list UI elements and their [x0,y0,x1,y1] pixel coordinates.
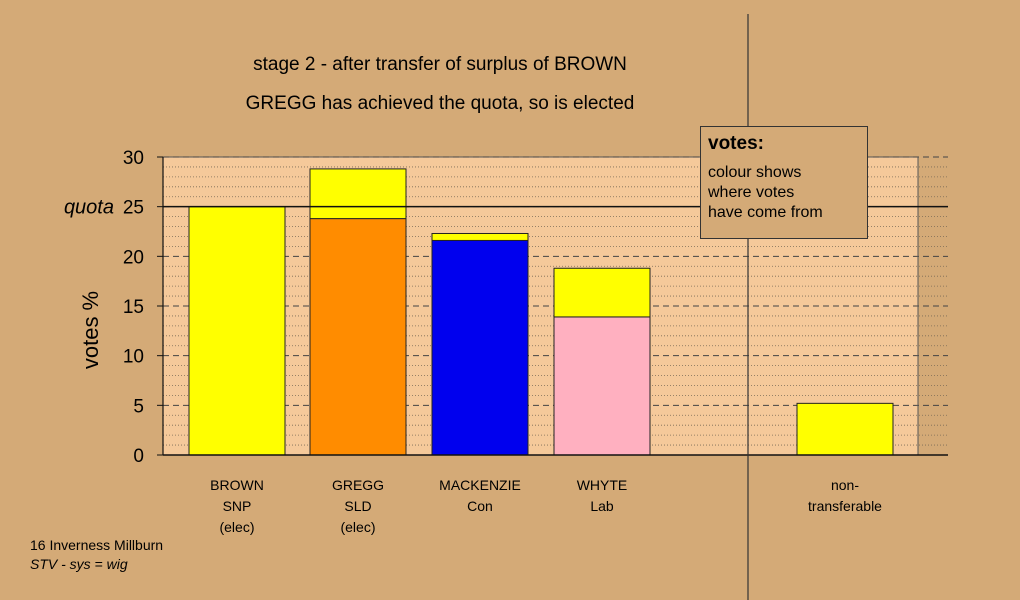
chart-subtitle: GREGG has achieved the quota, so is elec… [245,93,635,114]
bar-segment [188,206,286,456]
legend-heading: votes: [708,133,764,154]
category-label: SLD [344,498,371,514]
category-label: BROWN [210,477,264,493]
category-label: transferable [808,498,882,514]
y-tick-label: 25 [123,198,144,219]
bar-segment [309,168,407,220]
y-tick-label: 15 [123,297,144,318]
category-label: non- [831,477,859,493]
bar-segment [431,239,529,456]
system-label: STV - sys = wig [30,556,128,572]
legend-box: votes: colour shows where votes have com… [700,126,868,239]
legend-line-2: where votes [708,184,795,201]
quota-label: quota [64,197,114,219]
legend-line-3: have come from [708,204,823,221]
constituency-label: 16 Inverness Millburn [30,537,164,553]
category-label: (elec) [219,519,254,535]
y-tick-label: 20 [123,247,144,268]
chart-title: stage 2 - after transfer of surplus of B… [253,54,627,75]
bar-segment [309,218,407,456]
y-tick-label: 5 [133,396,144,417]
bar-segment [553,316,651,456]
category-label: MACKENZIE [439,477,521,493]
legend-line-1: colour shows [708,164,802,181]
category-label: SNP [223,498,252,514]
bar-segment [796,402,894,456]
bar-segment [431,232,529,241]
category-label: Lab [590,498,614,514]
category-label: (elec) [340,519,375,535]
y-tick-label: 10 [123,347,144,368]
category-label: Con [467,498,493,514]
category-label: WHYTE [577,477,628,493]
y-axis-label: votes % [78,291,103,369]
y-tick-label: 0 [133,446,144,467]
y-tick-label: 30 [123,148,144,169]
bar-segment [553,267,651,318]
category-label: GREGG [332,477,384,493]
